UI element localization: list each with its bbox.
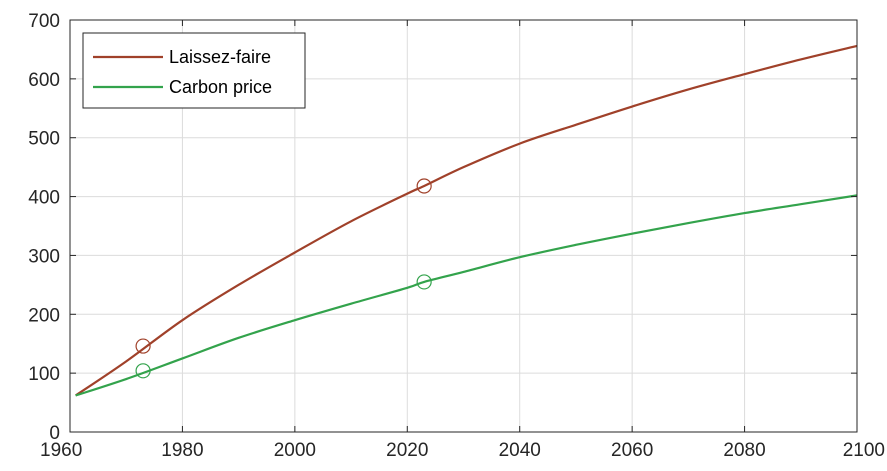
legend-box bbox=[82, 32, 306, 109]
legend-label: Carbon price bbox=[169, 77, 272, 97]
x-tick-label: 2080 bbox=[723, 440, 765, 461]
x-tick-label: 1960 bbox=[40, 440, 82, 461]
y-axis: 0 100 200 300 400 500 600 700 bbox=[28, 11, 857, 444]
x-tick-label: 2020 bbox=[386, 440, 428, 461]
y-tick-label: 200 bbox=[28, 305, 60, 326]
series-line bbox=[75, 44, 858, 397]
series-1 bbox=[75, 44, 858, 397]
y-tick-label: 400 bbox=[28, 188, 60, 209]
x-tick-label: 2060 bbox=[611, 440, 653, 461]
series-marker bbox=[135, 338, 151, 354]
x-axis: 1960 1980 2000 2020 2040 2060 2080 2100 bbox=[40, 20, 885, 461]
y-tick-label: 500 bbox=[28, 129, 60, 150]
series-marker bbox=[416, 274, 432, 290]
y-tick-label: 0 bbox=[49, 423, 60, 444]
x-tick-label: 2000 bbox=[274, 440, 316, 461]
y-tick-label: 600 bbox=[28, 70, 60, 91]
y-tick-label: 100 bbox=[28, 364, 60, 385]
legend-label: Laissez-faire bbox=[169, 47, 271, 67]
x-tick-label: 2100 bbox=[843, 440, 885, 461]
y-tick-label: 300 bbox=[28, 246, 60, 267]
series-marker bbox=[416, 178, 432, 194]
series-line bbox=[75, 194, 858, 397]
axes-box bbox=[69, 19, 858, 433]
series-layer bbox=[75, 44, 858, 397]
x-tick-label: 2040 bbox=[499, 440, 541, 461]
series-2 bbox=[75, 194, 858, 397]
x-tick-label: 1980 bbox=[161, 440, 203, 461]
series-marker bbox=[135, 363, 151, 379]
legend: Laissez-faire Carbon price bbox=[82, 32, 306, 109]
y-tick-label: 700 bbox=[28, 11, 60, 32]
